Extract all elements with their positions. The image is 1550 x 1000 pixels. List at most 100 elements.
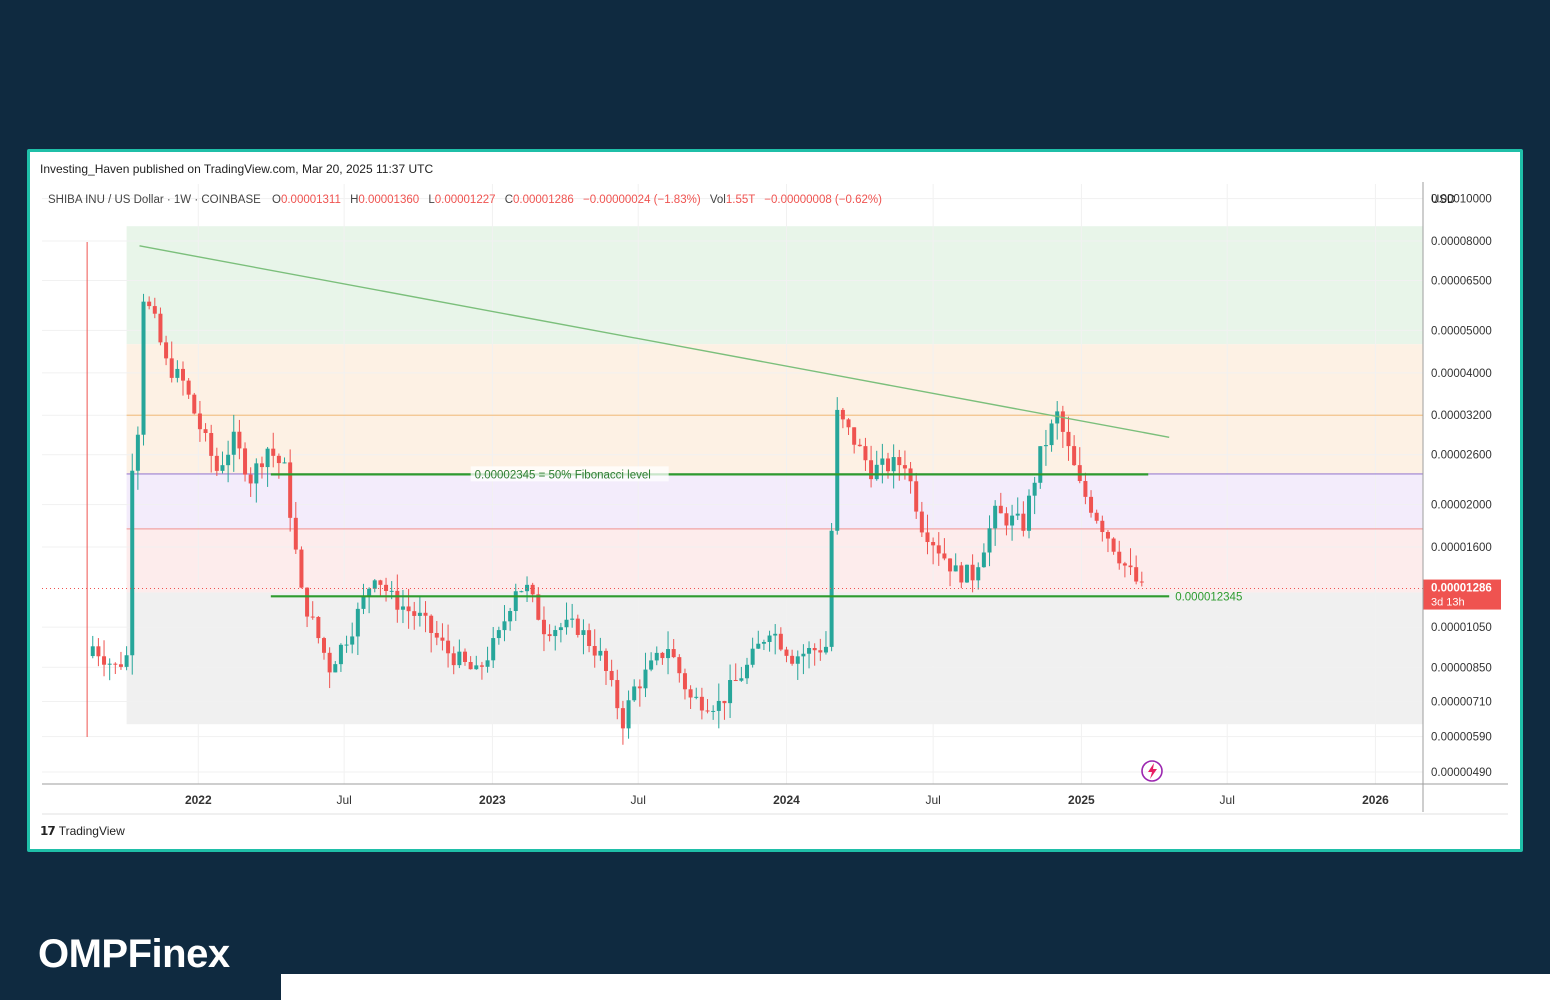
candle-body [801,653,806,657]
candle-body [722,700,727,704]
lightning-icon[interactable] [1141,760,1163,782]
candle-body [502,621,507,631]
candle-body [333,664,338,673]
x-tick-label: Jul [336,793,351,807]
candle-body [152,306,157,314]
candle-body [750,648,755,665]
candle-body [818,650,823,653]
candle-body [214,455,219,471]
candle-body [468,661,473,670]
candle-body [592,646,597,656]
candle-body [209,433,214,456]
candle-body [90,646,95,657]
candle-body [857,444,862,447]
candle-body [671,649,676,658]
candle-body [130,470,135,656]
y-tick-label: 0.00010000 [1431,194,1492,206]
candle-body [417,612,422,616]
x-tick-label: 2025 [1068,793,1095,807]
candle-body [361,595,366,609]
countdown-label: 3d 13h [1431,597,1465,609]
candle-body [953,565,958,572]
candle-body [790,655,795,664]
candle-body [384,584,389,591]
candle-body [846,419,851,428]
candle-body [728,680,733,704]
candle-body [959,565,964,583]
candle-body [231,431,236,455]
candle-body [812,647,817,651]
candle-body [925,532,930,543]
candle-body [406,606,411,612]
fib-zone [126,226,1424,345]
candle-body [863,446,868,461]
candle-body [558,627,563,631]
candle-body [547,634,552,637]
candle-body [1105,532,1110,539]
candle-body [919,511,924,533]
candle-body [541,619,546,635]
candle-body [886,458,891,472]
candle-body [1122,563,1127,566]
candle-body [649,660,654,670]
last-price-tag [1423,579,1501,610]
candle-body [181,368,186,381]
candle-body [288,462,293,518]
candle-body [237,431,242,449]
candle-body [1027,495,1032,531]
candle-body [1072,446,1077,466]
candle-body [598,650,603,656]
candle-body [1038,446,1043,483]
candle-body [96,646,101,657]
candle-body [322,638,327,653]
candle-body [666,649,671,659]
candle-body [948,558,953,572]
candle-body [367,588,372,596]
candle-body [615,680,620,709]
candle-body [310,616,315,618]
candle-body [936,545,941,554]
candle-body [276,455,281,464]
candle-body [637,686,642,689]
candle-body [254,463,259,484]
candle-body [305,587,310,617]
candle-body [118,664,123,667]
overlays: 0.00002345 = 50% Fibonacci level 0.000012… [42,245,1501,610]
candle-body [192,394,197,414]
candle-body [660,652,665,659]
candle-body [823,646,828,653]
candle-body [423,612,428,616]
candle-body [604,650,609,671]
currency-label[interactable]: USD [1431,194,1455,206]
candle-body [795,656,800,664]
candle-body [530,584,535,595]
candle-body [344,644,349,646]
candle-body [964,564,969,583]
candle-body [226,454,231,466]
candle-body [902,465,907,469]
candle-body [745,664,750,679]
tradingview-brand[interactable]: 𝟭𝟳 TradingView [40,824,125,838]
candle-body [609,670,614,681]
candle-body [1010,515,1015,526]
y-tick-label: 0.00002000 [1431,500,1492,512]
candle-body [1083,481,1088,497]
candle-body [265,448,270,468]
candle-body [536,594,541,620]
candle-body [688,689,693,698]
price-chart[interactable]: 0.00002345 = 50% Fibonacci level 0.000012… [30,152,1520,849]
candle-body [643,669,648,689]
y-tick-label: 0.00003200 [1431,410,1492,422]
candle-body [372,580,377,589]
candle-body [914,481,919,512]
candle-body [1117,551,1122,564]
candle-body [1094,512,1099,521]
candle-body [716,700,721,711]
candle-body [164,342,169,359]
candle-body [840,409,845,420]
bottom-strip [281,974,1550,1000]
candle-body [1077,465,1082,482]
y-tick-label: 0.00001050 [1431,622,1492,634]
candle-body [874,464,879,480]
candle-body [699,696,704,711]
